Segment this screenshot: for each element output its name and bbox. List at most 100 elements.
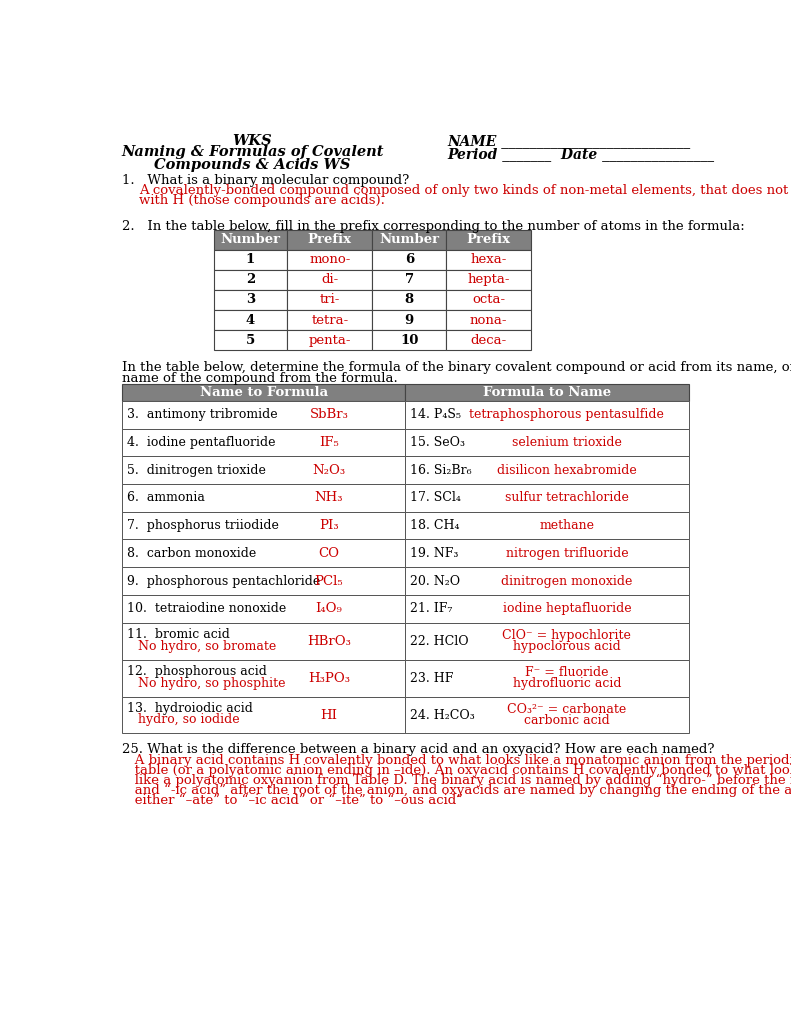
Text: tri-: tri- <box>320 294 340 306</box>
Text: 3: 3 <box>246 294 255 306</box>
Bar <box>287 230 373 250</box>
Text: I₄O₉: I₄O₉ <box>316 602 343 615</box>
Text: 24. H₂CO₃: 24. H₂CO₃ <box>410 709 475 722</box>
Text: hydro, so iodide: hydro, so iodide <box>138 714 239 726</box>
Text: NAME ___________________________: NAME ___________________________ <box>448 134 691 147</box>
Text: NH₃: NH₃ <box>315 492 343 505</box>
Bar <box>122 384 406 400</box>
Text: 8.  carbon monoxide: 8. carbon monoxide <box>127 547 256 560</box>
Bar <box>122 595 406 623</box>
Text: 9: 9 <box>405 313 414 327</box>
Text: H₃PO₃: H₃PO₃ <box>308 672 350 685</box>
Text: CO₃²⁻ = carbonate: CO₃²⁻ = carbonate <box>507 703 626 716</box>
Text: di-: di- <box>321 273 339 287</box>
Bar <box>406 484 689 512</box>
Bar <box>373 330 446 350</box>
Text: 8: 8 <box>405 294 414 306</box>
Text: ClO⁻ = hypochlorite: ClO⁻ = hypochlorite <box>502 629 631 642</box>
Bar <box>373 250 446 270</box>
Text: 14. P₄S₅: 14. P₄S₅ <box>410 409 461 421</box>
Text: 23. HF: 23. HF <box>410 672 453 685</box>
Bar <box>406 567 689 595</box>
Text: penta-: penta- <box>308 334 351 346</box>
Bar <box>287 310 373 330</box>
Bar <box>446 270 532 290</box>
Bar <box>446 230 532 250</box>
Text: nona-: nona- <box>470 313 508 327</box>
Bar <box>406 429 689 457</box>
Text: hexa-: hexa- <box>471 254 507 266</box>
Text: name of the compound from the formula.: name of the compound from the formula. <box>122 372 398 385</box>
Text: 2: 2 <box>246 273 255 287</box>
Text: Name to Formula: Name to Formula <box>199 386 327 399</box>
Text: 10: 10 <box>400 334 418 346</box>
Bar <box>122 659 406 696</box>
Text: 17. SCl₄: 17. SCl₄ <box>410 492 461 505</box>
Bar <box>287 250 373 270</box>
Text: 19. NF₃: 19. NF₃ <box>410 547 459 560</box>
Text: methane: methane <box>539 519 594 532</box>
Text: iodine heptafluoride: iodine heptafluoride <box>502 602 631 615</box>
Text: 11.  bromic acid: 11. bromic acid <box>127 628 229 641</box>
Text: octa-: octa- <box>472 294 505 306</box>
Bar <box>122 696 406 733</box>
Text: 22. HClO: 22. HClO <box>410 635 468 647</box>
Bar <box>406 384 689 400</box>
Text: PCl₅: PCl₅ <box>315 574 343 588</box>
Bar <box>406 540 689 567</box>
Text: 9.  phosphorous pentachloride: 9. phosphorous pentachloride <box>127 574 320 588</box>
Bar <box>214 270 287 290</box>
Text: hypoclorous acid: hypoclorous acid <box>513 640 621 653</box>
Text: tetra-: tetra- <box>311 313 349 327</box>
Text: Compounds & Acids WS: Compounds & Acids WS <box>154 158 350 172</box>
Text: deca-: deca- <box>471 334 507 346</box>
Text: selenium trioxide: selenium trioxide <box>512 436 622 449</box>
Text: 7: 7 <box>405 273 414 287</box>
Text: 3.  antimony tribromide: 3. antimony tribromide <box>127 409 278 421</box>
Bar <box>446 330 532 350</box>
Bar <box>122 400 406 429</box>
Text: hydrofluoric acid: hydrofluoric acid <box>513 677 621 690</box>
Text: with H (those compounds are acids).: with H (those compounds are acids). <box>139 195 385 208</box>
Bar <box>406 595 689 623</box>
Text: nitrogen trifluoride: nitrogen trifluoride <box>505 547 628 560</box>
Bar <box>122 540 406 567</box>
Text: and “-ic acid” after the root of the anion, and oxyacids are named by changing t: and “-ic acid” after the root of the ani… <box>122 783 791 797</box>
Text: dinitrogen monoxide: dinitrogen monoxide <box>501 574 633 588</box>
Text: 25. What is the difference between a binary acid and an oxyacid? How are each na: 25. What is the difference between a bin… <box>122 742 714 756</box>
Text: PI₃: PI₃ <box>319 519 339 532</box>
Text: 12.  phosphorous acid: 12. phosphorous acid <box>127 665 267 678</box>
Bar <box>287 290 373 310</box>
Bar <box>406 457 689 484</box>
Bar <box>122 457 406 484</box>
Text: CO: CO <box>319 547 339 560</box>
Bar <box>446 310 532 330</box>
Text: IF₅: IF₅ <box>319 436 339 449</box>
Text: table (or a polyatomic anion ending in –ide). An oxyacid contains H covalently b: table (or a polyatomic anion ending in –… <box>122 764 791 776</box>
Text: mono-: mono- <box>309 254 350 266</box>
Text: Prefix: Prefix <box>467 233 511 247</box>
Text: Formula to Name: Formula to Name <box>483 386 611 399</box>
Bar <box>373 230 446 250</box>
Text: No hydro, so phosphite: No hydro, so phosphite <box>138 677 285 689</box>
Text: Prefix: Prefix <box>308 233 352 247</box>
Text: N₂O₃: N₂O₃ <box>312 464 346 476</box>
Text: A covalently-bonded compound composed of only two kinds of non-metal elements, t: A covalently-bonded compound composed of… <box>139 184 791 198</box>
Text: tetraphosphorous pentasulfide: tetraphosphorous pentasulfide <box>469 409 664 421</box>
Text: F⁻ = fluoride: F⁻ = fluoride <box>525 667 608 679</box>
Text: In the table below, determine the formula of the binary covalent compound or aci: In the table below, determine the formul… <box>122 360 791 374</box>
Text: hepta-: hepta- <box>467 273 510 287</box>
Text: 1: 1 <box>246 254 255 266</box>
Bar <box>214 330 287 350</box>
Bar <box>406 696 689 733</box>
Text: 2.   In the table below, fill in the prefix corresponding to the number of atoms: 2. In the table below, fill in the prefi… <box>122 220 745 232</box>
Text: 15. SeO₃: 15. SeO₃ <box>410 436 465 449</box>
Text: carbonic acid: carbonic acid <box>524 714 610 727</box>
Text: 4.  iodine pentafluoride: 4. iodine pentafluoride <box>127 436 275 449</box>
Bar <box>214 310 287 330</box>
Text: Number: Number <box>221 233 281 247</box>
Text: 10.  tetraiodine nonoxide: 10. tetraiodine nonoxide <box>127 602 286 615</box>
Bar <box>446 290 532 310</box>
Bar <box>406 659 689 696</box>
Bar <box>373 270 446 290</box>
